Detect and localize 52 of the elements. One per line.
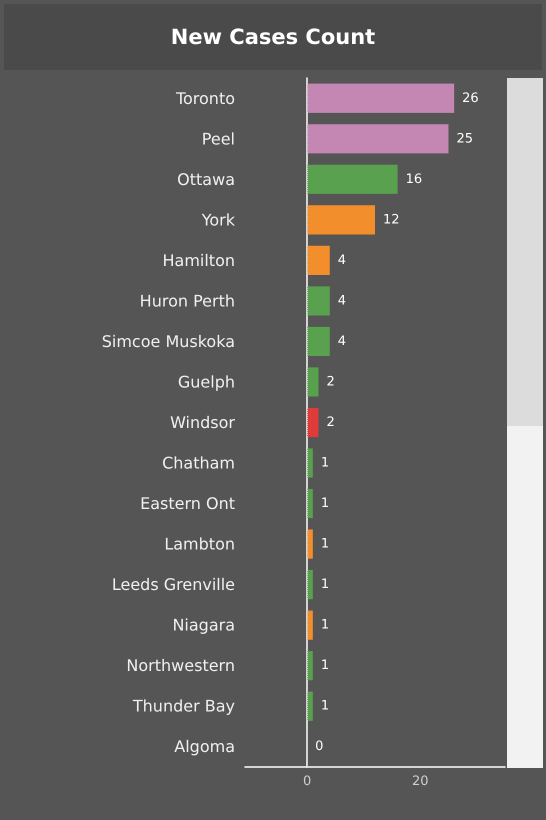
y-tick-label: Chatham: [162, 454, 235, 473]
bar: [307, 326, 330, 356]
y-tick-label: Huron Perth: [140, 291, 235, 310]
y-tick-label: Lambton: [164, 534, 235, 554]
bar: [307, 488, 313, 518]
bar: [307, 124, 448, 154]
bar: [307, 205, 375, 234]
data-label: 0: [315, 739, 324, 754]
data-label: 1: [320, 618, 330, 633]
y-tick-label: Leeds Grenville: [112, 575, 235, 594]
data-label: 1: [320, 577, 330, 592]
data-label: 1: [320, 536, 330, 552]
bar: [307, 286, 330, 316]
bar: [307, 408, 318, 438]
bar: [307, 610, 313, 640]
data-label: 26: [462, 90, 479, 106]
bar: [307, 84, 454, 113]
y-tick-label: Windsor: [170, 413, 236, 432]
y-tick-label: Algoma: [174, 737, 235, 756]
y-tick-label: Thunder Bay: [132, 696, 235, 716]
y-tick-label: York: [200, 210, 236, 230]
data-label: 4: [338, 293, 346, 308]
y-tick-label: Northwestern: [126, 656, 235, 676]
data-label: 4: [338, 252, 346, 268]
x-tick-label: 20: [412, 774, 428, 789]
bar: [307, 530, 313, 559]
y-tick-label: Toronto: [174, 88, 235, 108]
data-label: 1: [320, 658, 330, 674]
y-tick-label: Ottawa: [177, 170, 235, 189]
data-label: 12: [383, 212, 400, 228]
data-label: 2: [326, 415, 335, 430]
data-label: 2: [326, 374, 335, 390]
y-tick-label: Simcoe Muskoka: [102, 332, 235, 351]
bar: [307, 692, 313, 721]
bar: [307, 570, 313, 600]
y-tick-label: Guelph: [178, 372, 235, 392]
bar: [307, 367, 318, 397]
bar: [307, 246, 330, 275]
data-label: 16: [406, 172, 422, 187]
data-label: 25: [456, 131, 474, 146]
data-label: 1: [320, 496, 330, 512]
data-label: 1: [320, 698, 330, 714]
chart-title: New Cases Count: [4, 4, 542, 70]
y-tick-label: Peel: [202, 129, 235, 148]
y-tick-label: Hamilton: [162, 250, 235, 270]
data-label: 4: [338, 334, 346, 349]
y-tick-label: Niagara: [172, 616, 235, 635]
bar: [307, 448, 313, 478]
y-tick-label: Eastern Ont: [140, 494, 235, 514]
data-label: 1: [320, 456, 330, 471]
bar: [307, 651, 313, 680]
bar: [307, 164, 398, 194]
